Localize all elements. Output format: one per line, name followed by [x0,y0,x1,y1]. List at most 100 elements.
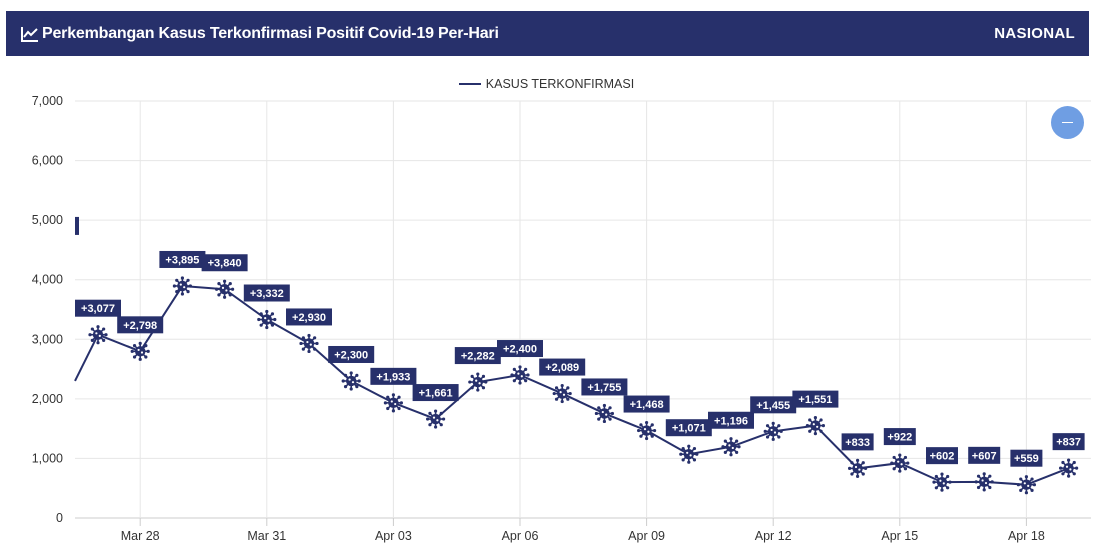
virus-spike-tip [932,480,936,484]
data-label: +1,071 [665,419,712,437]
chart-legend[interactable]: KASUS TERKONFIRMASI [0,76,1093,92]
virus-dot [770,428,773,432]
data-label-text: +833 [845,437,870,449]
virus-dot [183,286,186,289]
virus-spike-tip [687,460,691,464]
virus-spike-tip [1030,488,1034,492]
virus-body [430,413,441,425]
virus-spike-tip [524,379,528,383]
data-label-box [708,411,754,429]
virus-icon [172,276,192,296]
x-tick-label: Apr 03 [375,529,412,543]
data-label: +607 [968,446,1001,464]
virus-body [852,463,863,474]
virus-dot [351,381,355,384]
virus-dot [854,465,858,469]
data-label-box [883,428,916,446]
data-label-box [454,347,501,365]
virus-spike-tip [470,386,474,390]
data-label-text: +2,282 [461,351,495,363]
data-label-box [792,390,839,408]
virus-spike-tip [898,453,902,457]
data-label: +3,077 [75,299,121,317]
y-tick-label: 2,000 [32,392,63,406]
virus-dot [900,463,903,466]
virus-dot [1065,465,1069,468]
virus-spike-tip [180,276,184,280]
virus-spike-tip [470,374,474,379]
virus-spike-tip [990,480,994,484]
virus-dot [432,416,436,419]
data-label-text: +1,071 [672,423,706,435]
virus-spike-tip [228,281,232,286]
data-labels: +3,077 +2,798 +3,895 +3,840 +3,332 +2,930 +2,3… [75,216,1085,467]
virus-spike-tip [102,338,106,342]
chart-header: Perkembangan Kasus Terkonfirmasi Positif… [6,11,1089,56]
x-tick-label: Apr 06 [502,529,539,543]
virus-spike-tip [819,429,823,433]
virus-spike-tip [299,341,303,346]
virus-spike-tip [560,383,564,388]
virus-dot [264,317,267,320]
data-label: +2,282 [454,347,501,365]
virus-spike-tip [653,428,657,433]
virus-body [599,408,610,419]
virus-spike-tip [186,278,190,282]
virus-dot [140,351,144,354]
data-label-box [412,384,459,402]
y-tick-label: 7,000 [32,94,63,108]
virus-icon [721,437,741,457]
virus-spike-tip [948,480,952,484]
data-label: +559 [1010,449,1043,467]
virus-dot [520,375,523,378]
virus-spike-tip [650,423,654,427]
virus-dot [1023,482,1026,485]
virus-spike-tip [343,385,348,389]
virus-spike-tip [777,424,781,428]
virus-spike-tip [861,461,865,465]
data-label-text: +1,455 [756,400,790,412]
virus-spike-tip [982,488,986,492]
virus-dot [95,332,98,335]
virus-spike-tip [104,333,108,337]
virus-dot [475,379,478,382]
virus-spike-tip [397,395,401,399]
x-tick-label: Apr 15 [881,529,918,543]
virus-dot [390,400,393,403]
minus-icon [1062,121,1073,124]
virus-spike-tip [808,418,812,422]
virus-dot [137,348,140,352]
virus-spike-tip [848,466,852,470]
virus-body [641,425,652,436]
virus-spike-tip [765,424,770,428]
virus-body [810,420,821,431]
virus-spike-tip [265,325,269,330]
virus-body [514,369,526,381]
series-kasus-terkonfirmasi [74,276,1079,495]
virus-spike-tip [391,393,395,397]
virus-spike-tip [1067,474,1071,478]
virus-body [261,314,272,325]
virus-spike-tip [96,341,100,345]
virus-spike-tip [560,399,564,404]
x-tick-label: Apr 12 [755,529,792,543]
data-label-text: +1,468 [630,399,664,411]
virus-spike-tip [856,474,860,478]
zoom-out-button[interactable] [1051,106,1084,139]
virus-spike-tip [428,411,432,415]
virus-spike-tip [639,423,643,427]
data-label: +1,661 [412,384,459,402]
x-axis: Mar 28 Mar 31 Apr 03 Apr 06 Apr 09 Apr 12 Apr … [121,518,1045,543]
data-label: +837 [1052,433,1085,451]
virus-spike-tip [777,435,781,439]
virus-dot [394,402,397,406]
data-label-text: +1,755 [587,382,621,394]
data-label: +3,332 [243,284,290,302]
virus-spike-tip [439,423,443,427]
virus-spike-tip [602,419,606,424]
virus-spike-tip [934,474,938,479]
virus-spike-tip [1024,475,1028,479]
virus-icon [637,420,657,441]
virus-spike-tip [1024,491,1028,495]
virus-dot [1069,468,1072,471]
